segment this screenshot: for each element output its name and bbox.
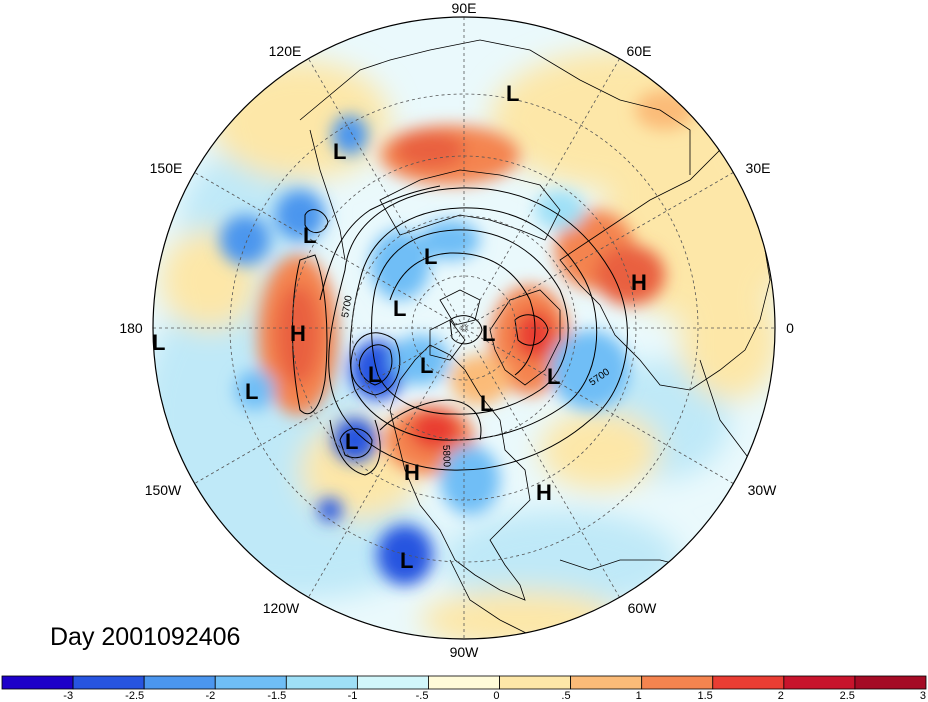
colorbar-label: 1 <box>636 690 642 702</box>
lon-label-120e: 120E <box>269 43 302 59</box>
pressure-center-label: L <box>345 429 358 454</box>
colorbar-swatch <box>854 675 927 690</box>
pressure-center-label: L <box>424 244 437 269</box>
colorbar-swatch <box>499 675 572 690</box>
colorbar-label: -3 <box>63 690 73 702</box>
colorbar-label: -.5 <box>416 690 429 702</box>
colorbar: -3 -2.5 -2 -1.5 -1 -.5 0 .5 1 1.5 2 2.5 3 <box>1 675 927 702</box>
pressure-center-label: L <box>420 353 433 378</box>
colorbar-label: 2.5 <box>840 690 855 702</box>
colorbar-swatch <box>712 675 785 690</box>
pressure-center-label: L <box>333 139 346 164</box>
colorbar-label: -2.5 <box>125 690 144 702</box>
colorbar-label: -1.5 <box>267 690 286 702</box>
colorbar-swatch <box>285 675 358 690</box>
colorbar-label: .5 <box>561 690 570 702</box>
colorbar-swatch <box>1 675 74 690</box>
pressure-center-label: H <box>631 270 647 295</box>
map-title: Day 2001092406 <box>50 623 240 651</box>
pressure-center-label: H <box>536 480 552 505</box>
pressure-center-label: L <box>547 364 560 389</box>
lon-label-120w: 120W <box>263 600 300 616</box>
pressure-centers: L L L L L H L L L L L L L L H H H L L <box>152 81 647 573</box>
colorbar-swatch <box>783 675 856 690</box>
colorbar-swatch <box>356 675 429 690</box>
colorbar-swatch <box>214 675 287 690</box>
pressure-center-label: L <box>152 330 165 355</box>
map-disk <box>153 17 775 639</box>
colorbar-swatch <box>72 675 145 690</box>
lon-label-30w: 30W <box>748 482 778 498</box>
pressure-center-label: L <box>245 379 258 404</box>
lon-label-90e: 90E <box>452 0 477 16</box>
lon-label-60e: 60E <box>627 43 652 59</box>
colorbar-swatch <box>143 675 216 690</box>
contour-label: 5700 <box>340 294 355 318</box>
longitude-labels: 90E 60E 30E 0 30W 60W 90W 120W 150W 180 … <box>119 0 794 660</box>
pressure-center-label: L <box>506 81 519 106</box>
pressure-center-label: L <box>368 362 381 387</box>
anomaly-field-strong <box>220 90 695 585</box>
colorbar-label: 2 <box>778 690 784 702</box>
colorbar-swatch <box>641 675 714 690</box>
graticule <box>153 17 775 639</box>
lon-label-180: 180 <box>119 320 143 336</box>
lon-label-90w: 90W <box>450 644 480 660</box>
contour-label: 5800 <box>440 445 452 468</box>
pressure-center-label: H <box>290 321 306 346</box>
lon-label-150w: 150W <box>145 482 182 498</box>
colorbar-label: 3 <box>920 690 926 702</box>
map-border <box>152 16 776 640</box>
colorbar-swatch <box>570 675 643 690</box>
pressure-center-label: L <box>480 391 493 416</box>
colorbar-swatch <box>428 675 500 690</box>
pressure-center-label: L <box>400 548 413 573</box>
colorbar-label: -2 <box>205 690 215 702</box>
pressure-center-label: L <box>393 296 406 321</box>
pressure-center-label: L <box>482 321 495 346</box>
colorbar-label: 0 <box>493 690 499 702</box>
lon-label-150e: 150E <box>150 160 183 176</box>
pressure-center-label: L <box>303 223 316 248</box>
lon-label-60w: 60W <box>628 600 658 616</box>
lon-label-0: 0 <box>786 320 794 336</box>
pressure-center-label: H <box>404 460 420 485</box>
lon-label-30e: 30E <box>746 160 771 176</box>
colorbar-label: 1.5 <box>697 690 712 702</box>
colorbar-label: -1 <box>348 690 358 702</box>
